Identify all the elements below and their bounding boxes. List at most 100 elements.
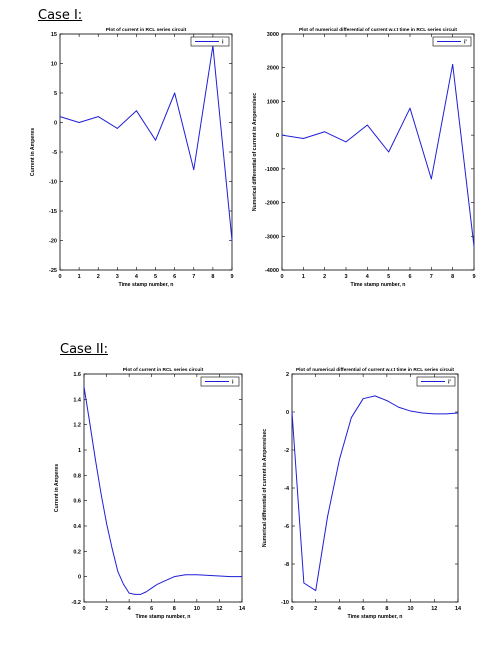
data-point xyxy=(409,107,411,109)
chart-title: Plot of numerical differential of curren… xyxy=(299,27,457,33)
data-point xyxy=(123,583,124,585)
y-tick-label: -2 xyxy=(284,448,289,454)
data-point xyxy=(136,110,137,112)
x-tick-label: 4 xyxy=(366,274,370,280)
y-tick-label: -25 xyxy=(49,268,57,274)
chart-title: Plot of numerical differential of curren… xyxy=(296,367,454,373)
x-tick-label: 6 xyxy=(362,606,365,612)
y-tick-label: -3000 xyxy=(265,234,279,240)
data-point xyxy=(302,138,304,139)
y-axis-label: Current in Amperes xyxy=(54,464,60,512)
y-tick-label: 2000 xyxy=(267,66,279,72)
data-point xyxy=(452,63,454,65)
x-tick-label: 2 xyxy=(97,274,100,280)
data-point xyxy=(59,116,61,117)
data-point xyxy=(430,178,432,180)
x-tick-label: 12 xyxy=(431,606,437,612)
y-axis-label: Current in Amperes xyxy=(30,128,36,176)
y-tick-label: 5 xyxy=(54,91,57,97)
y-tick-label: -8 xyxy=(284,562,289,568)
x-tick-label: 0 xyxy=(82,606,85,612)
data-point xyxy=(231,240,233,241)
y-tick-label: -2000 xyxy=(265,201,279,207)
x-tick-label: 4 xyxy=(128,606,132,612)
data-point xyxy=(151,587,153,589)
data-point xyxy=(327,516,328,517)
y-tick-label: 0 xyxy=(286,410,289,416)
data-point xyxy=(156,583,158,585)
x-axis-label: Time stamp number, n xyxy=(119,282,174,288)
y-tick-label: 0.8 xyxy=(73,473,81,479)
y-tick-label: -5 xyxy=(52,150,57,156)
x-tick-label: 1 xyxy=(78,274,81,280)
y-tick-label: 0 xyxy=(54,121,57,127)
y-axis-label: Numerical differential of current in Amp… xyxy=(262,429,268,547)
case-2-differential-chart: Plot of numerical differential of curren… xyxy=(262,367,462,620)
data-point xyxy=(116,128,118,129)
legend-label: i xyxy=(232,380,234,386)
data-point xyxy=(457,412,459,414)
x-axis-label: Time stamp number, n xyxy=(351,282,406,288)
data-point xyxy=(196,574,198,576)
x-tick-label: 2 xyxy=(323,274,326,280)
y-tick-label: 10 xyxy=(51,62,57,68)
y-axis-label: Numerical differential of current in Amp… xyxy=(252,93,258,211)
data-point xyxy=(162,581,164,583)
plot-frame xyxy=(59,33,233,271)
y-tick-label: 0.6 xyxy=(73,499,81,505)
legend-label: i' xyxy=(464,40,468,46)
case-1-current-chart: Plot of current in RCL series circuit 0 1 2… xyxy=(30,27,234,288)
x-tick-label: 8 xyxy=(211,274,214,280)
data-point xyxy=(422,412,423,414)
y-tick-label: -4000 xyxy=(265,268,279,274)
data-point xyxy=(100,492,102,494)
data-point xyxy=(324,131,326,133)
data-point xyxy=(473,246,475,247)
legend-label: i xyxy=(222,40,224,46)
y-tick-label: -1000 xyxy=(265,167,279,173)
x-tick-label: 4 xyxy=(338,606,342,612)
data-point xyxy=(374,395,376,397)
y-tick-label: 1000 xyxy=(267,99,279,105)
x-tick-label: 5 xyxy=(154,274,157,280)
series-line xyxy=(59,45,233,241)
data-point xyxy=(281,134,283,136)
data-point xyxy=(140,594,141,595)
data-point xyxy=(83,386,85,388)
chart-title: Plot of current in RCL series circuit xyxy=(123,367,204,373)
x-tick-label: 0 xyxy=(58,274,61,280)
x-tick-label: 8 xyxy=(385,606,388,612)
legend-label: i' xyxy=(448,380,452,386)
data-point xyxy=(410,410,411,412)
data-point xyxy=(111,548,113,550)
y-tick-label: 0.4 xyxy=(73,524,82,530)
x-axis-label: Time stamp number, n xyxy=(136,614,191,620)
case-1-differential-chart: Plot of numerical differential of curren… xyxy=(252,27,476,288)
y-tick-label: 0 xyxy=(78,575,81,581)
y-tick-label: 1.2 xyxy=(73,423,81,429)
data-point xyxy=(303,582,305,584)
case-2-heading: Case II: xyxy=(60,342,108,357)
chart-title: Plot of current in RCL series circuit xyxy=(106,27,187,33)
x-tick-label: 0 xyxy=(280,274,283,280)
data-point xyxy=(97,116,99,117)
data-point xyxy=(207,575,209,576)
y-tick-label: 1.6 xyxy=(73,372,81,378)
data-point xyxy=(398,406,400,408)
plot-frame xyxy=(291,373,459,603)
y-tick-label: -20 xyxy=(49,239,57,245)
data-point xyxy=(241,576,243,578)
x-tick-label: 12 xyxy=(216,606,222,612)
data-point xyxy=(339,459,340,460)
y-tick-label: 2 xyxy=(286,372,289,378)
data-point xyxy=(174,92,176,94)
plot-frame xyxy=(281,33,475,271)
y-tick-label: -10 xyxy=(49,180,57,186)
x-tick-label: 8 xyxy=(451,274,454,280)
x-tick-label: 6 xyxy=(408,274,411,280)
x-tick-label: 10 xyxy=(408,606,414,612)
y-tick-label: -6 xyxy=(284,524,289,530)
data-point xyxy=(134,594,136,595)
plot-frame xyxy=(83,373,243,603)
y-tick-label: 0 xyxy=(276,133,279,139)
